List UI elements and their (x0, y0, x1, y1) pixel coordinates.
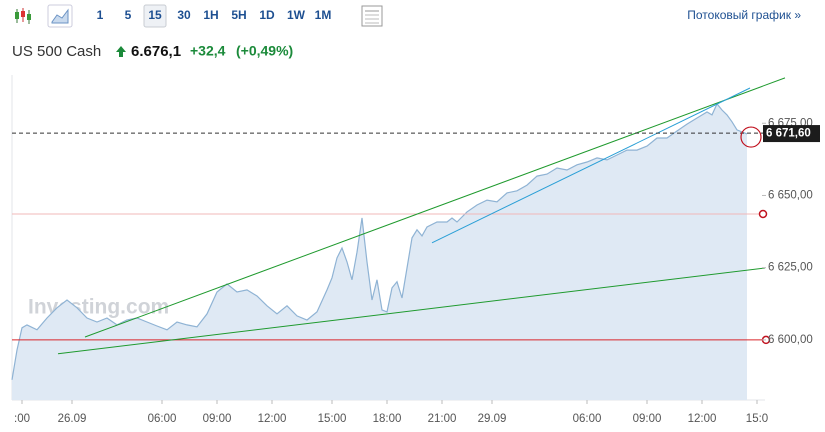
price: 6.676,1 (131, 43, 181, 60)
x-tick-label: 09:00 (633, 413, 662, 425)
x-tick-label: 15:0 (746, 413, 768, 425)
toolbar-icons (12, 4, 383, 28)
timeframe-button[interactable]: 1M (315, 8, 332, 22)
timeframe-button[interactable]: 1D (259, 8, 275, 22)
trendline (57, 267, 766, 355)
x-tick-label: 29.09 (478, 413, 507, 425)
x-tick-label: 18:00 (373, 413, 402, 425)
up-arrow (116, 46, 126, 57)
x-tick-label: :00 (14, 413, 30, 425)
y-tick-label: 6 650,00 (768, 189, 813, 201)
x-tick-label: 12:00 (688, 413, 717, 425)
last-price-box (763, 125, 820, 143)
timeframe-button[interactable]: 30 (177, 8, 191, 22)
trendline (84, 77, 786, 338)
change-pct: (+0,49%) (236, 43, 293, 59)
timeframe-button[interactable]: 1W (287, 8, 306, 22)
instrument-name: US 500 Cash (12, 43, 101, 60)
timeframe-button[interactable]: 1 (97, 8, 104, 22)
area-fill (12, 103, 747, 401)
trendline (431, 87, 751, 244)
price-marker (740, 126, 762, 148)
x-tick-label: 26.09 (58, 413, 87, 425)
x-tick-label: 09:00 (203, 413, 232, 425)
x-tick-label: 21:00 (428, 413, 457, 425)
y-tick-label: 6 600,00 (768, 334, 813, 346)
streaming-link[interactable]: Потоковый график » (687, 8, 801, 22)
x-tick-label: 15:00 (318, 413, 347, 425)
x-tick-label: 06:00 (148, 413, 177, 425)
timeframe-button[interactable]: 5H (231, 8, 246, 22)
timeframe-button[interactable]: 5 (125, 8, 132, 22)
level-handle (758, 209, 768, 219)
y-tick-label: 6 625,00 (768, 262, 813, 274)
timeframe-button[interactable]: 15 (148, 8, 162, 22)
change: +32,4 (190, 43, 226, 59)
last-price-label: 6 671,60 (766, 128, 811, 140)
x-tick-label: 12:00 (258, 413, 287, 425)
price-line (11, 102, 748, 380)
selected-box (143, 4, 167, 28)
timeframes: 1 5 15 30 1H 5H 1D 1W 1M (97, 4, 332, 28)
x-tick-label: 06:00 (573, 413, 602, 425)
timeframe-button[interactable]: 1H (203, 8, 218, 22)
